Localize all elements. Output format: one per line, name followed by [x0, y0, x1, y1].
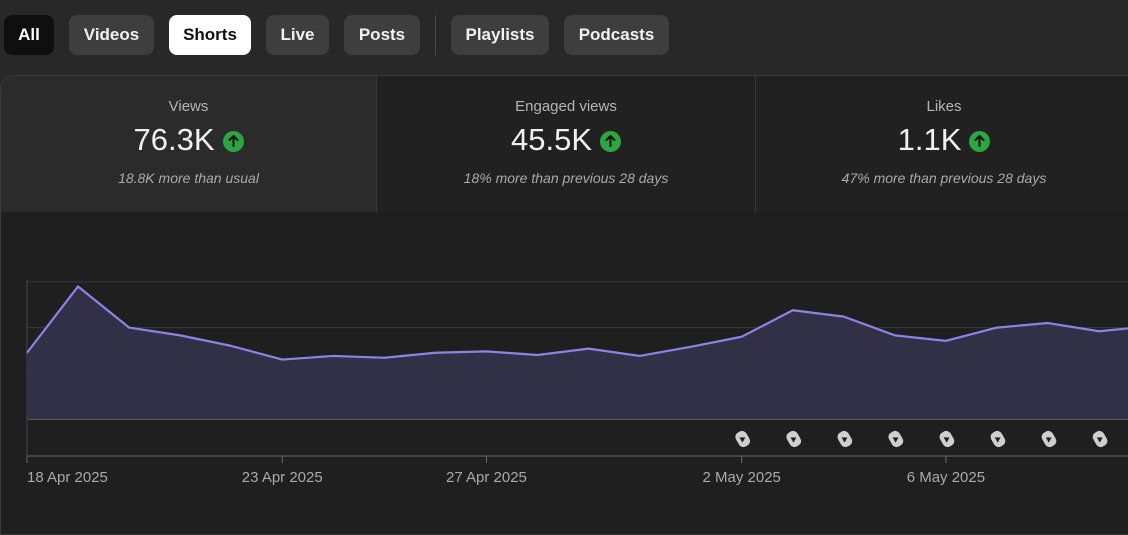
data-point [1096, 328, 1102, 334]
data-point [177, 332, 183, 338]
arrow-up-icon [969, 130, 991, 152]
data-point [126, 325, 132, 331]
shorts-marker-icon[interactable] [887, 429, 905, 449]
metric-label: Engaged views [515, 98, 617, 115]
tab-playlists[interactable]: Playlists [451, 15, 549, 55]
tab-live[interactable]: Live [266, 15, 329, 55]
tab-shorts[interactable]: Shorts [169, 15, 251, 55]
arrow-up-icon [222, 130, 244, 152]
metric-tab-engaged-views[interactable]: Engaged views 45.5K 18% more than previo… [376, 76, 755, 212]
data-point [24, 350, 30, 356]
tab-videos[interactable]: Videos [69, 15, 154, 55]
x-tick-label: 18 Apr 2025 [27, 469, 108, 486]
metric-value: 1.1K [897, 122, 962, 157]
x-tick-label: 6 May 2025 [907, 469, 985, 486]
data-point [892, 332, 898, 338]
metric-comparison: 47% more than previous 28 days [841, 170, 1047, 186]
metric-comparison: 18% more than previous 28 days [463, 170, 669, 186]
shorts-marker-icon[interactable] [989, 429, 1007, 449]
data-point [688, 344, 694, 350]
shorts-marker-icon[interactable] [734, 429, 752, 449]
shorts-marker-icon[interactable] [1040, 429, 1058, 449]
area-fill [27, 286, 1128, 419]
data-point [535, 352, 541, 358]
views-area-chart[interactable]: 18 Apr 2025 23 Apr 2025 27 Apr 2025 2 May 2… [1, 76, 1128, 535]
data-point [841, 314, 847, 320]
data-point [994, 325, 1000, 331]
tab-podcasts[interactable]: Podcasts [564, 15, 669, 55]
data-point [637, 353, 643, 359]
data-point [432, 350, 438, 356]
arrow-up-icon [600, 130, 621, 152]
data-point [381, 355, 387, 361]
shorts-marker-icon[interactable] [938, 429, 956, 449]
tab-all[interactable]: All [4, 15, 54, 55]
metric-label: Views [168, 98, 209, 115]
analytics-card: Views 76.3K 18.8K more than usual Engage… [0, 75, 1128, 535]
data-point [279, 357, 285, 363]
data-point [739, 334, 745, 340]
metric-label: Likes [926, 98, 962, 115]
filter-chip-bar: All Videos Shorts Live Posts Playlists P… [0, 0, 1128, 70]
metric-comparison: 18.8K more than usual [118, 170, 259, 186]
metric-tabs: Views 76.3K 18.8K more than usual Engage… [1, 76, 1128, 212]
data-point [586, 346, 592, 352]
data-point [483, 348, 489, 354]
data-point [943, 338, 949, 344]
shorts-marker-icon[interactable] [836, 429, 854, 449]
metric-tab-likes[interactable]: Likes 1.1K 47% more than previous 28 day… [755, 76, 1128, 212]
shorts-marker-icon[interactable] [785, 429, 803, 449]
metric-value: 45.5K [510, 122, 592, 157]
x-tick-label: 27 Apr 2025 [446, 469, 527, 486]
series-line [26, 285, 1128, 361]
chip-divider [435, 15, 436, 55]
data-point [790, 307, 796, 313]
data-point [228, 343, 234, 349]
tab-posts[interactable]: Posts [344, 15, 420, 55]
metric-tab-views[interactable]: Views 76.3K 18.8K more than usual [1, 76, 376, 212]
x-tick-label: 2 May 2025 [703, 469, 781, 486]
shorts-marker-icon[interactable] [1091, 429, 1109, 449]
x-tick-label: 23 Apr 2025 [242, 469, 323, 486]
metric-value: 76.3K [133, 122, 215, 157]
data-point [330, 353, 336, 359]
data-point [1045, 320, 1051, 326]
data-point [75, 283, 81, 289]
